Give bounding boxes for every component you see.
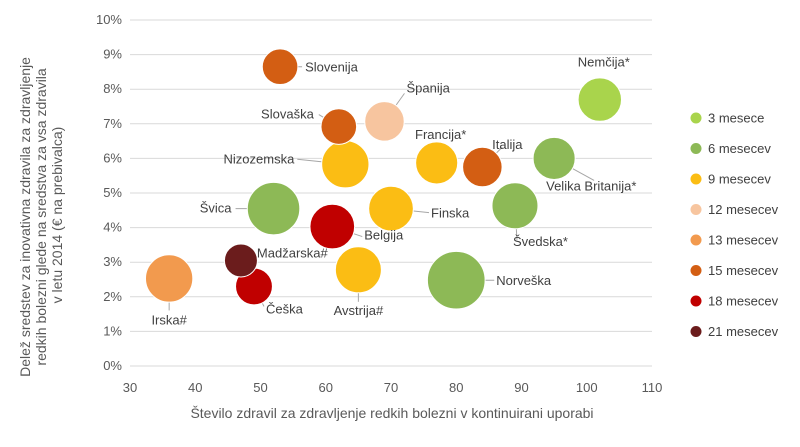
legend-marker <box>690 295 702 307</box>
legend-label: 12 mesecev <box>708 202 779 217</box>
x-tick-label: 100 <box>576 380 598 395</box>
legend: 3 mesece 6 mesecev 9 mesecev 12 mesecev 13 m… <box>690 111 779 339</box>
y-tick-label: 3% <box>103 254 122 269</box>
bubble-label: Avstrija# <box>334 303 384 318</box>
legend-marker <box>690 143 702 154</box>
bubble-label: Slovenija <box>305 60 359 75</box>
bubble-label: Francija* <box>415 127 466 142</box>
y-tick-label: 4% <box>103 220 122 235</box>
bubble-label: Češka <box>266 301 304 316</box>
legend-marker <box>690 326 702 337</box>
bubble-label: Finska <box>431 206 470 221</box>
bubble <box>368 185 414 232</box>
legend-label: 9 mesecev <box>708 172 771 187</box>
x-tick-label: 60 <box>319 380 333 395</box>
legend-label: 6 mesecev <box>708 141 771 156</box>
x-axis-title: Število zdravil za zdravljenje redkih bo… <box>190 405 593 421</box>
legend-label: 21 mesecev <box>708 324 779 339</box>
bubble <box>577 77 622 122</box>
axes: 0% 1% 2% 3% 4% 5% 6% 7% 8% 9% 10% 30 40 50 60 70 80 90 100… <box>96 12 662 395</box>
bubble-label: Nemčija* <box>578 55 630 70</box>
y-tick-label: 2% <box>103 289 122 304</box>
bubble-label: Irska# <box>151 312 187 327</box>
x-tick-label: 90 <box>514 380 528 395</box>
bubble <box>462 146 503 188</box>
y-tick-label: 10% <box>96 12 122 27</box>
y-axis-title-line-1: Delež sredstev za inovativna zdravila za… <box>17 57 33 377</box>
bubble <box>145 254 194 303</box>
y-tick-label: 6% <box>103 150 122 165</box>
legend-marker <box>690 204 702 215</box>
bubble-label: Velika Britanija* <box>546 178 636 193</box>
bubble <box>491 182 539 230</box>
y-tick-label: 0% <box>103 358 122 373</box>
bubble <box>309 203 356 250</box>
bubble <box>320 108 358 145</box>
y-tick-label: 8% <box>103 81 122 96</box>
bubbles <box>145 48 622 310</box>
bubble-label: Belgija <box>364 228 404 243</box>
y-tick-label: 7% <box>103 116 122 131</box>
bubble-labels: Nemčija* Velika Britanija* Švedska* Norvešk… <box>151 55 636 328</box>
bubble <box>246 181 301 236</box>
bubble <box>532 136 576 180</box>
bubble-label: Španija <box>406 80 450 95</box>
bubble-label: Nizozemska <box>224 151 296 166</box>
bubble <box>223 243 258 278</box>
legend-label: 13 mesecev <box>708 233 779 248</box>
x-tick-label: 70 <box>384 380 398 395</box>
bubble <box>364 101 405 142</box>
x-tick-label: 80 <box>449 380 463 395</box>
y-axis-title: Delež sredstev za inovativna zdravila za… <box>17 53 65 377</box>
bubble-label: Švedska* <box>513 234 568 249</box>
bubble <box>334 246 382 294</box>
bubble-label: Norveška <box>496 273 552 288</box>
y-tick-label: 5% <box>103 185 122 200</box>
y-axis-title-line-3: v letu 2014 (€ na prebivalca) <box>49 127 65 304</box>
bubble <box>415 141 459 185</box>
x-tick-label: 50 <box>253 380 267 395</box>
legend-marker <box>690 234 702 246</box>
y-tick-label: 1% <box>103 323 122 338</box>
legend-label: 15 mesecev <box>708 263 779 278</box>
bubble-label: Italija <box>492 137 523 152</box>
x-tick-label: 30 <box>123 380 137 395</box>
bubble-label: Madžarska# <box>257 245 329 260</box>
legend-label: 3 mesece <box>708 111 764 126</box>
bubble-label: Švica <box>200 201 233 216</box>
bubble-label: Slovaška <box>261 107 315 122</box>
y-tick-label: 9% <box>103 47 122 62</box>
bubble <box>321 140 370 189</box>
legend-label: 18 mesecev <box>708 294 779 309</box>
x-tick-label: 40 <box>188 380 202 395</box>
y-axis-title-line-2: redkih bolezni glede na sredstva za vsa … <box>33 68 49 365</box>
legend-marker <box>690 265 702 276</box>
x-tick-label: 110 <box>642 380 663 395</box>
bubble <box>426 250 486 310</box>
bubble <box>261 48 299 86</box>
legend-marker <box>690 173 702 185</box>
legend-marker <box>690 112 702 124</box>
